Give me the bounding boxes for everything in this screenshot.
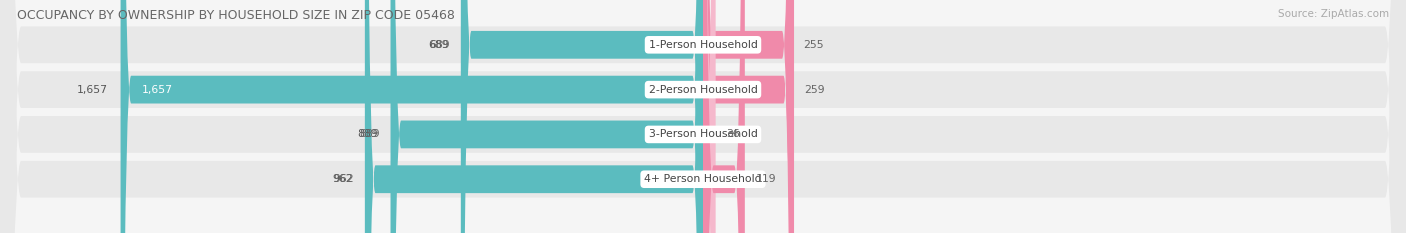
Text: OCCUPANCY BY OWNERSHIP BY HOUSEHOLD SIZE IN ZIP CODE 05468: OCCUPANCY BY OWNERSHIP BY HOUSEHOLD SIZE…: [17, 9, 454, 22]
Text: 2-Person Household: 2-Person Household: [648, 85, 758, 95]
FancyBboxPatch shape: [391, 0, 703, 233]
FancyBboxPatch shape: [703, 0, 745, 233]
Text: 3-Person Household: 3-Person Household: [648, 129, 758, 139]
Text: 1,657: 1,657: [142, 85, 173, 95]
Text: 36: 36: [725, 129, 740, 139]
Text: 889: 889: [360, 129, 380, 139]
Text: 962: 962: [332, 174, 353, 184]
FancyBboxPatch shape: [461, 0, 703, 233]
Text: 962: 962: [333, 174, 354, 184]
FancyBboxPatch shape: [703, 0, 793, 233]
Text: 4+ Person Household: 4+ Person Household: [644, 174, 762, 184]
FancyBboxPatch shape: [703, 0, 794, 233]
FancyBboxPatch shape: [121, 0, 703, 233]
Text: Source: ZipAtlas.com: Source: ZipAtlas.com: [1278, 9, 1389, 19]
Text: 119: 119: [755, 174, 776, 184]
Text: 1-Person Household: 1-Person Household: [648, 40, 758, 50]
Text: 1,657: 1,657: [77, 85, 108, 95]
Text: 255: 255: [803, 40, 824, 50]
Text: 259: 259: [804, 85, 825, 95]
FancyBboxPatch shape: [366, 0, 703, 233]
Text: 689: 689: [430, 40, 450, 50]
Text: 889: 889: [357, 129, 378, 139]
Text: 689: 689: [427, 40, 449, 50]
FancyBboxPatch shape: [703, 0, 716, 233]
